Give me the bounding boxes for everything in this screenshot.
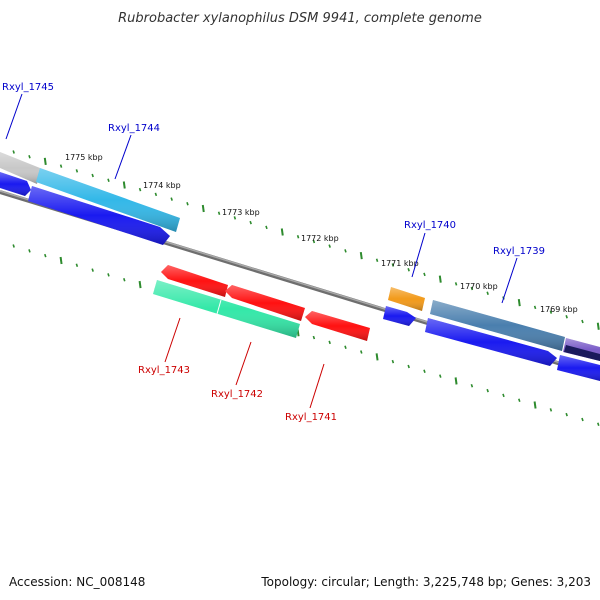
minor-tick: [154, 192, 158, 197]
minor-tick: [296, 235, 300, 239]
minor-tick: [533, 305, 537, 310]
major-tick: [438, 275, 442, 283]
minor-tick: [107, 273, 110, 277]
leader-rxyl-1742: [235, 341, 252, 386]
kbp-label: 1772 kbp: [301, 234, 339, 243]
cds-arrow-dark: [564, 345, 600, 361]
minor-tick: [565, 315, 568, 319]
kbp-label: 1773 kbp: [222, 208, 260, 217]
major-tick: [122, 181, 126, 189]
minor-tick: [265, 225, 268, 230]
gene-labels: Rxyl_1745 Rxyl_1744 Rxyl_1740 Rxyl_1739 …: [2, 82, 545, 423]
minor-tick: [470, 384, 474, 388]
minor-tick: [75, 263, 79, 268]
leader-rxyl-1745: [5, 93, 23, 140]
major-tick: [280, 228, 284, 236]
kbp-label: 1769 kbp: [540, 305, 578, 314]
minor-tick: [423, 369, 426, 374]
leader-rxyl-1740: [411, 232, 426, 278]
leader-rxyl-1739: [501, 257, 518, 304]
minor-tick: [549, 310, 553, 314]
minor-tick: [549, 408, 553, 412]
gene-label-rxyl-1744[interactable]: Rxyl_1744: [108, 123, 160, 134]
minor-tick: [75, 169, 79, 173]
minor-tick: [344, 249, 347, 253]
minor-tick: [12, 244, 15, 248]
minor-tick: [486, 291, 489, 295]
leader-rxyl-1743: [164, 317, 181, 363]
minor-tick: [249, 220, 252, 225]
minor-tick: [391, 359, 395, 364]
minor-tick: [312, 335, 316, 340]
minor-tick: [486, 388, 489, 393]
gene-label-rxyl-1742[interactable]: Rxyl_1742: [211, 389, 263, 400]
gene-label-rxyl-1740[interactable]: Rxyl_1740: [404, 220, 456, 231]
minor-tick: [28, 154, 31, 159]
minor-tick: [407, 267, 410, 272]
genome-summary-text: Topology: circular; Length: 3,225,748 bp…: [260, 575, 591, 589]
minor-tick: [360, 350, 363, 354]
minor-tick: [597, 422, 600, 427]
kbp-label: 1770 kbp: [460, 282, 498, 291]
tick-marks-upper: [12, 150, 600, 330]
minor-tick: [454, 282, 458, 286]
accession-text: Accession: NC_008148: [9, 575, 145, 589]
major-tick: [517, 299, 521, 307]
minor-tick: [423, 272, 426, 277]
label-leaders: [5, 93, 518, 409]
gene-label-rxyl-1741[interactable]: Rxyl_1741: [285, 412, 337, 423]
major-tick: [43, 157, 47, 166]
gene-label-rxyl-1745[interactable]: Rxyl_1745: [2, 82, 54, 93]
map-title: Rubrobacter xylanophilus DSM 9941, compl…: [118, 11, 482, 26]
minor-tick: [59, 164, 63, 168]
minor-tick: [28, 249, 31, 253]
minor-tick: [470, 286, 474, 291]
minor-tick: [344, 345, 347, 349]
forward-genes: [0, 152, 600, 361]
major-tick: [59, 256, 63, 265]
minor-tick: [581, 319, 584, 324]
minor-tick: [502, 393, 505, 398]
minor-tick: [439, 374, 442, 378]
major-tick: [138, 280, 142, 289]
minor-tick: [328, 340, 331, 345]
minor-tick: [518, 398, 521, 402]
minor-tick: [565, 412, 568, 417]
forward-cds-arrows: [0, 172, 600, 381]
major-tick: [359, 251, 363, 260]
kbp-label: 1774 kbp: [143, 181, 181, 190]
minor-tick: [233, 216, 237, 220]
leader-rxyl-1741: [309, 363, 325, 409]
leader-rxyl-1744: [114, 134, 132, 180]
minor-tick: [391, 263, 395, 267]
gene-label-rxyl-1743[interactable]: Rxyl_1743: [138, 365, 190, 376]
minor-tick: [312, 239, 316, 244]
minor-tick: [407, 364, 410, 369]
reverse-genes: [153, 265, 370, 341]
minor-tick: [107, 178, 110, 182]
major-tick: [454, 377, 458, 385]
minor-tick: [328, 244, 331, 248]
minor-tick: [581, 417, 584, 422]
minor-tick: [91, 173, 94, 178]
major-tick: [375, 353, 379, 361]
minor-tick: [170, 197, 173, 201]
gene-label-rxyl-1739[interactable]: Rxyl_1739: [493, 246, 545, 257]
kbp-label: 1775 kbp: [65, 153, 103, 162]
minor-tick: [186, 202, 189, 206]
kbp-label: 1771 kbp: [381, 259, 419, 268]
minor-tick: [123, 277, 126, 282]
major-tick: [533, 401, 537, 409]
major-tick: [201, 204, 205, 213]
kbp-labels: 1775 kbp 1774 kbp 1773 kbp 1772 kbp 1771…: [65, 153, 578, 314]
minor-tick: [44, 253, 47, 258]
major-tick: [596, 322, 600, 330]
minor-tick: [217, 211, 221, 215]
minor-tick: [91, 268, 94, 272]
minor-tick: [138, 187, 142, 192]
minor-tick: [375, 258, 379, 263]
minor-tick: [12, 150, 15, 154]
